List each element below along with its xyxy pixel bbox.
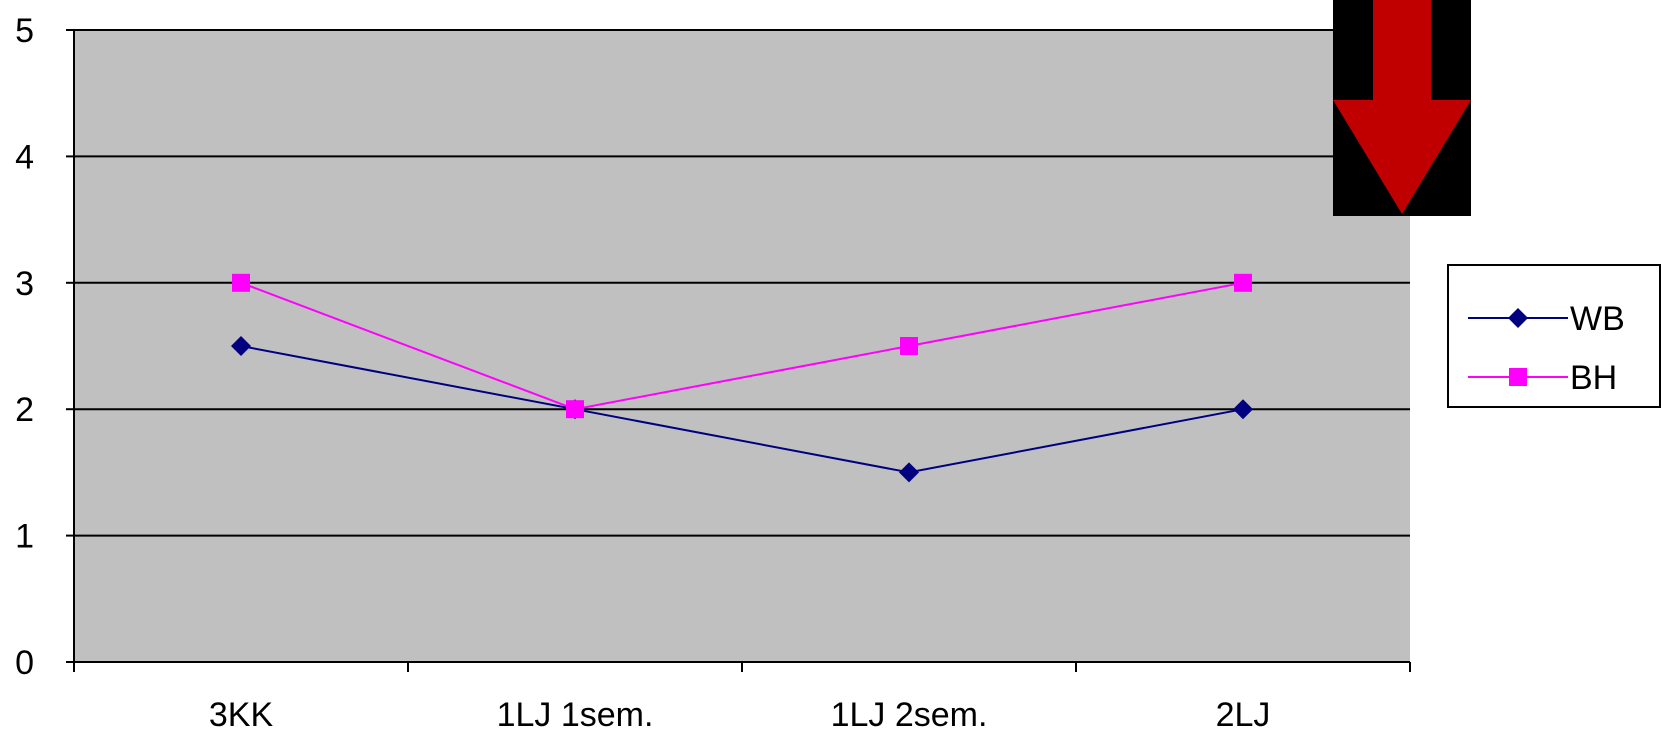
arrow-down-icon [1333,0,1471,216]
data-point-bh [566,400,584,419]
y-tick-label: 1 [15,518,34,556]
y-tick-label: 5 [15,12,34,50]
legend: WB BH [1447,264,1661,408]
x-tick-label: 2LJ [1216,696,1271,733]
legend-marker-wb [1508,308,1528,328]
axes: 0 1 2 3 4 5 3KK 1LJ 1sem. 1LJ 2sem. 2LJ [15,12,1411,733]
data-point-bh [900,337,918,355]
legend-marker-bh [1509,368,1527,386]
legend-label-bh: BH [1570,359,1617,397]
data-point-bh [232,273,250,292]
y-tick-label: 2 [15,391,34,429]
y-tick-label: 3 [15,265,34,303]
x-tick-label: 1LJ 1sem. [497,696,654,733]
y-tick-label: 0 [15,644,34,682]
series-line-bh [240,281,1244,411]
x-tick-label: 1LJ 2sem. [831,696,988,733]
y-tick-label: 4 [15,138,34,176]
plot-area [74,30,1410,662]
data-point-bh [1234,273,1252,292]
data-point-wb [231,336,251,356]
x-tick-label: 3KK [209,696,274,733]
series-line-wb [240,345,1244,474]
gridlines [74,29,1410,537]
legend-label-wb: WB [1570,300,1625,338]
legend-box [1447,264,1661,408]
series [231,273,1253,483]
data-point-wb [1233,399,1253,420]
data-point-wb [899,462,919,483]
